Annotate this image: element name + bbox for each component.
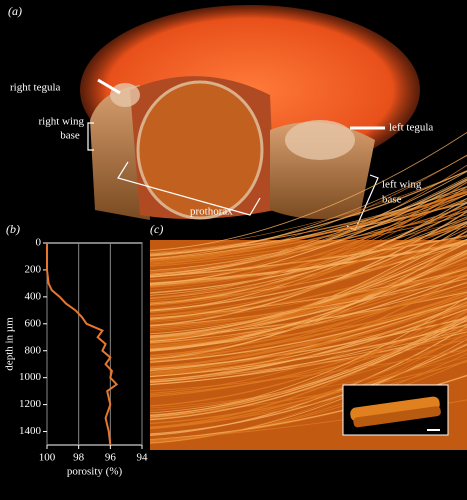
x-tick-label: 96 [105, 452, 117, 464]
annotation: base [60, 130, 80, 142]
y-axis-label: depth in µm [4, 317, 16, 371]
hair [149, 181, 467, 299]
y-tick-label: 600 [25, 317, 42, 329]
x-tick-label: 100 [39, 452, 56, 464]
hair [149, 209, 467, 296]
hair [149, 225, 467, 281]
hair [149, 188, 467, 310]
annotation: left wing [382, 179, 422, 191]
panel-label: (b) [6, 222, 20, 236]
hair [149, 179, 467, 285]
hair [149, 268, 467, 345]
hair [149, 296, 467, 417]
hair [149, 266, 467, 329]
hair [149, 269, 467, 319]
hair [149, 286, 467, 348]
annotation: right wing [38, 116, 84, 128]
hair [149, 353, 467, 443]
hair [149, 222, 467, 288]
hair [149, 205, 467, 274]
hair [149, 320, 467, 386]
hair [149, 210, 467, 265]
y-tick-label: 1000 [19, 371, 42, 383]
y-tick-label: 800 [25, 344, 42, 356]
hair [149, 331, 467, 445]
hair-image [149, 132, 467, 450]
hair [149, 275, 467, 362]
hair [149, 297, 467, 374]
hair [149, 282, 467, 344]
panel-label: (a) [8, 4, 22, 18]
hair [149, 193, 467, 288]
hair [149, 261, 467, 323]
y-tick-label: 200 [25, 263, 42, 275]
hair [149, 206, 467, 314]
hair [149, 132, 467, 252]
hair [149, 309, 467, 407]
hair [149, 194, 467, 271]
annotation-lines [87, 78, 385, 231]
hair [149, 256, 467, 342]
y-tick-label: 1400 [19, 425, 42, 437]
hair [149, 301, 467, 419]
hair [149, 222, 467, 302]
panel-label: (c) [150, 222, 163, 236]
porosity-line [46, 243, 119, 446]
chart: 100 98 96 94 0 200 400 600 800 1000 1200 1400 porosi… [4, 237, 148, 478]
hair [149, 294, 467, 358]
hair [149, 318, 467, 421]
hair [149, 281, 467, 357]
hair [149, 249, 467, 352]
hair [149, 234, 467, 317]
annotation: left tegula [389, 122, 433, 134]
hair [149, 214, 467, 267]
hair [149, 339, 467, 382]
hair [149, 316, 467, 418]
x-tick-label: 98 [73, 452, 85, 464]
plot-frame [46, 242, 143, 446]
hair [149, 343, 467, 435]
y-tick-label: 1200 [19, 398, 42, 410]
hair [149, 324, 467, 378]
hair [149, 343, 467, 430]
hair [149, 326, 467, 436]
hair [149, 238, 467, 311]
hair [149, 349, 467, 392]
hair [149, 328, 467, 396]
y-tick-label: 400 [25, 290, 42, 302]
hair [149, 178, 467, 278]
hair [149, 200, 467, 262]
hair [149, 298, 467, 363]
hair [149, 274, 467, 368]
specimen-image [80, 5, 420, 220]
hair [149, 216, 467, 299]
y-tick-label: 0 [36, 237, 42, 249]
hair [149, 171, 467, 276]
hair [149, 239, 467, 357]
hair [149, 349, 467, 425]
hair [149, 191, 467, 261]
x-axis-label: porosity (%) [67, 466, 123, 478]
hair [149, 239, 467, 337]
annotation: prothorax [190, 206, 233, 218]
hair [149, 155, 467, 259]
hair [149, 170, 467, 257]
hair [149, 308, 467, 382]
hair [149, 192, 467, 254]
hair [149, 292, 467, 361]
hair [149, 278, 467, 327]
annotation: right tegula [10, 82, 61, 94]
inset-image [342, 384, 449, 436]
x-tick-label: 94 [137, 452, 149, 464]
